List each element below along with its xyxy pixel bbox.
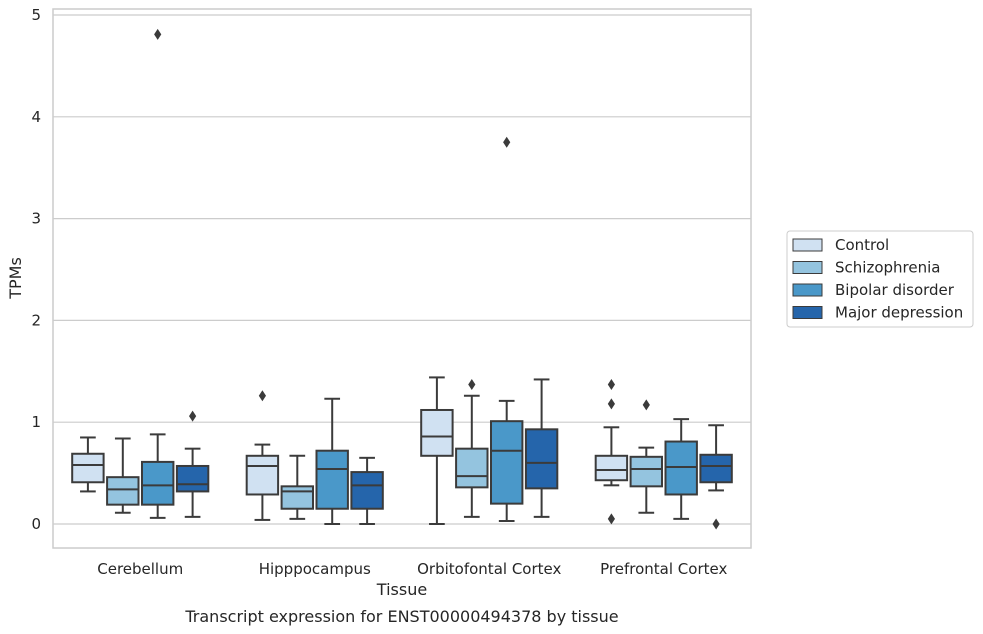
box-body: [489, 420, 524, 505]
outlier-point: [642, 399, 650, 411]
box-control: [71, 436, 105, 493]
x-tick-label: Hipppocampus: [259, 560, 371, 578]
y-tick-label: 2: [31, 311, 41, 329]
legend-item: Major depression: [792, 304, 963, 322]
box-major-depression: [350, 456, 384, 525]
plot-frame: [52, 8, 752, 549]
box-body: [629, 455, 664, 488]
box-schizophrenia: [106, 437, 140, 514]
box-schizophrenia: [629, 399, 664, 514]
box-body: [140, 460, 175, 506]
box-body: [350, 471, 384, 510]
legend-item: Schizophrenia: [792, 259, 940, 277]
outlier-point: [189, 410, 197, 422]
box-control: [594, 379, 629, 525]
box-major-depression: [699, 424, 733, 530]
outlier-point: [154, 28, 162, 40]
y-tick-label: 0: [31, 515, 41, 533]
legend-item: Control: [792, 236, 889, 254]
box-body: [664, 440, 698, 496]
legend-item: Bipolar disorder: [792, 281, 955, 299]
box-body: [106, 476, 140, 506]
outlier-point: [258, 390, 266, 402]
legend-label: Schizophrenia: [835, 259, 940, 277]
box-body: [315, 449, 349, 510]
x-axis-ticks: Cerebellum Hipppocampus Orbitofontal Corte…: [97, 560, 727, 578]
legend-swatch: [792, 261, 823, 274]
box-control: [420, 376, 454, 525]
y-axis-ticks: 0 1 2 3 4 5: [31, 6, 41, 533]
legend-label: Control: [835, 236, 889, 254]
box-body: [245, 454, 280, 496]
box-body: [594, 454, 629, 482]
y-tick-label: 4: [31, 108, 41, 126]
box-body: [455, 447, 489, 489]
box-body: [420, 408, 454, 457]
legend: Control Schizophrenia Bipolar disorder Majo…: [786, 230, 974, 328]
box-body: [71, 452, 105, 484]
legend-swatch: [792, 283, 823, 297]
box-schizophrenia: [280, 454, 315, 520]
boxes: [71, 28, 733, 530]
legend-label: Bipolar disorder: [835, 281, 955, 299]
box-major-depression: [175, 410, 210, 518]
outlier-point: [712, 518, 720, 530]
y-axis-title: TPMs: [6, 257, 25, 300]
x-axis-title: Tissue: [376, 580, 427, 599]
box-control: [245, 390, 280, 521]
grid-lines: [53, 14, 751, 525]
outlier-point: [607, 398, 615, 410]
box-schizophrenia: [455, 379, 489, 518]
box-body: [175, 464, 210, 493]
y-tick-label: 1: [31, 413, 41, 431]
legend-swatch: [792, 238, 823, 252]
legend-frame: [786, 230, 974, 328]
y-tick-label: 3: [31, 210, 41, 228]
box-major-depression: [524, 378, 559, 518]
box-bipolar-disorder: [489, 136, 524, 522]
x-tick-label: Cerebellum: [97, 560, 183, 578]
box-bipolar-disorder: [664, 418, 698, 520]
chart-caption: Transcript expression for ENST0000049437…: [184, 607, 618, 626]
legend-label: Major depression: [835, 304, 963, 322]
box-body: [280, 485, 315, 510]
box-body: [699, 453, 733, 484]
outlier-point: [607, 513, 615, 525]
legend-swatch: [792, 306, 823, 319]
x-tick-label: Prefrontal Cortex: [600, 560, 727, 578]
box-body: [524, 428, 559, 490]
outlier-point: [468, 379, 476, 391]
box-bipolar-disorder: [315, 397, 349, 525]
outlier-point: [607, 379, 615, 391]
outlier-point: [503, 136, 511, 148]
y-tick-label: 5: [31, 6, 41, 24]
box-bipolar-disorder: [140, 28, 175, 519]
x-tick-label: Orbitofontal Cortex: [417, 560, 561, 578]
